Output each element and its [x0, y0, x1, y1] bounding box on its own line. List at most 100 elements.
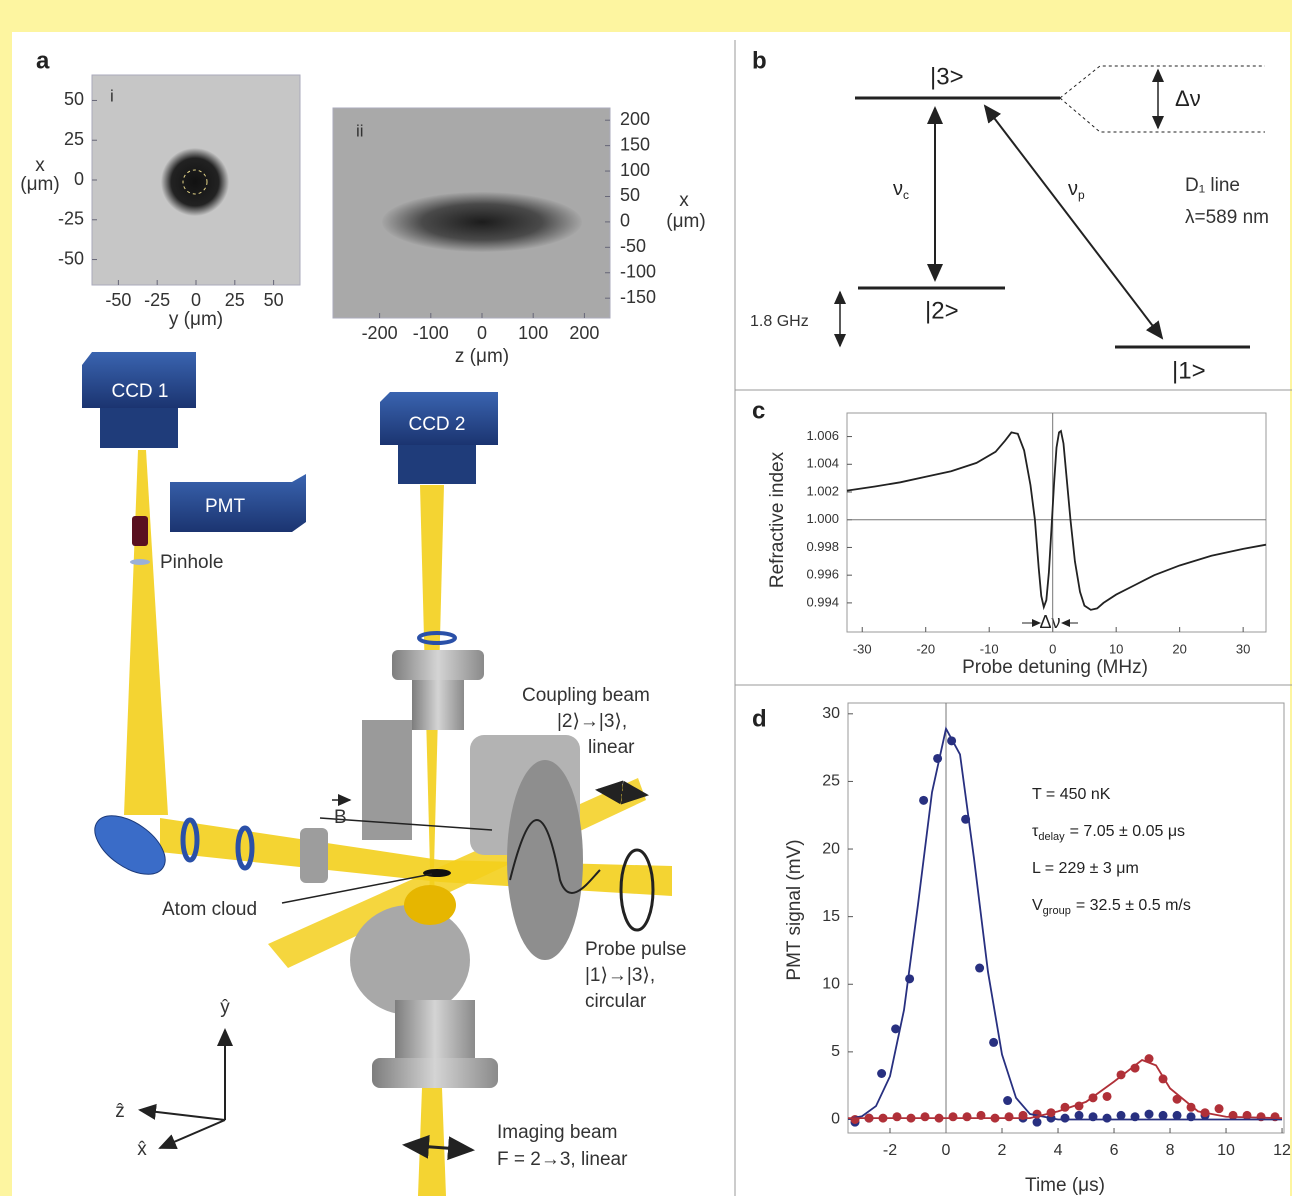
x-tick-label: -30 [853, 641, 872, 656]
x-tick-label: -10 [980, 641, 999, 656]
data-point [1061, 1114, 1070, 1123]
data-point [877, 1069, 886, 1078]
chamber-ring [507, 760, 583, 960]
level-label: |2> [925, 297, 959, 324]
data-point [893, 1112, 902, 1121]
y-tick-label: 5 [831, 1043, 840, 1060]
y-tick-label: -100 [620, 261, 656, 281]
y-tick-label: -25 [58, 209, 84, 229]
annotation: L = 229 ± 3 μm [1032, 860, 1139, 877]
y-tick-label: 200 [620, 109, 650, 129]
x-tick-label: 25 [225, 290, 245, 310]
x-tick-label: -2 [883, 1142, 897, 1159]
x-tick-label: 0 [942, 1142, 951, 1159]
x-tick-label: 200 [569, 323, 599, 343]
y-tick-label: 1.000 [806, 511, 839, 526]
data-point [1243, 1111, 1252, 1120]
ccd-body [100, 408, 178, 448]
y-tick-label: 25 [822, 773, 840, 790]
ccd-label: CCD 2 [408, 414, 465, 435]
field-label: B [334, 807, 347, 828]
data-point [1173, 1111, 1182, 1120]
axis-name: ŷ [220, 997, 230, 1018]
y-tick-label: 150 [620, 134, 650, 154]
y-tick-label: -150 [620, 287, 656, 307]
annotation: Δν [1039, 612, 1060, 632]
beam-label: linear [588, 737, 635, 758]
y-tick-label: 50 [64, 89, 84, 109]
subscript: p [1078, 188, 1085, 202]
imaging-label: F = 2→3, linear [497, 1149, 628, 1170]
y-tick-label: 100 [620, 160, 650, 180]
y-tick-label: 1.006 [806, 428, 839, 443]
pinhole [130, 559, 150, 565]
data-point [989, 1038, 998, 1047]
x-tick-label: 4 [1054, 1142, 1063, 1159]
probe-label: circular [585, 991, 647, 1012]
annotation: T = 450 nK [1032, 786, 1111, 803]
y-tick-label: 1.004 [806, 456, 839, 471]
beam-label: Coupling beam [522, 685, 650, 706]
flange [392, 650, 484, 680]
y-tick-label: 0 [831, 1111, 840, 1128]
x-tick-label: 0 [1049, 641, 1056, 656]
symbol: ν [1068, 178, 1078, 200]
panel-label: d [752, 705, 767, 732]
subscript: delay [1038, 831, 1065, 843]
atom-cloud-label: Atom cloud [162, 899, 257, 920]
atom-cloud-image [382, 192, 582, 252]
annotation-text: L = 229 ± 3 μm [1032, 860, 1139, 877]
y-axis-label: Refractive index [767, 451, 788, 588]
data-point [1145, 1110, 1154, 1119]
data-point [1033, 1118, 1042, 1127]
data-point [1103, 1114, 1112, 1123]
y-tick-label: 50 [620, 185, 640, 205]
axis-label: (μm) [20, 174, 59, 195]
x-tick-label: 12 [1273, 1142, 1291, 1159]
data-point [1003, 1096, 1012, 1105]
x-tick-label: -100 [413, 323, 449, 343]
image-label: ii [356, 121, 364, 140]
data-point [1117, 1111, 1126, 1120]
symbol: V [1032, 897, 1043, 914]
x-tick-label: 0 [191, 290, 201, 310]
x-tick-label: 6 [1110, 1142, 1119, 1159]
x-tick-label: -50 [105, 290, 131, 310]
axis-label: x [35, 155, 45, 176]
line-name: D₁ line [1185, 175, 1240, 196]
symbol: ν [893, 178, 903, 200]
y-tick-label: 0.998 [806, 539, 839, 554]
filter [132, 516, 148, 546]
level-label: |3> [930, 63, 964, 90]
data-point [1229, 1111, 1238, 1120]
window [300, 828, 328, 883]
x-axis-label: Time (μs) [1025, 1175, 1105, 1196]
y-tick-label: 0 [74, 169, 84, 189]
probe-label: Probe pulse [585, 939, 686, 960]
axis-label: z (μm) [455, 346, 509, 367]
pmt-label: PMT [205, 496, 246, 517]
data-point [1103, 1092, 1112, 1101]
annotation-text: = 7.05 ± 0.05 μs [1070, 823, 1185, 840]
image-label: i [110, 86, 114, 105]
data-point [921, 1112, 930, 1121]
coil-window [404, 885, 456, 925]
x-tick-label: -25 [144, 290, 170, 310]
data-point [963, 1112, 972, 1121]
axis-label: x [679, 190, 689, 211]
x-tick-label: 30 [1236, 641, 1250, 656]
x-tick-label: -200 [362, 323, 398, 343]
chamber [350, 905, 470, 1015]
annotation-text: T = 450 nK [1032, 786, 1111, 803]
y-tick-label: 10 [822, 975, 840, 992]
ccd-label: CCD 1 [111, 381, 168, 402]
x-axis-label: Probe detuning (MHz) [962, 657, 1148, 678]
subscript: group [1043, 905, 1071, 917]
y-tick-label: 1.002 [806, 483, 839, 498]
x-tick-label: 2 [998, 1142, 1007, 1159]
axis-label: y (μm) [169, 309, 223, 330]
x-tick-label: 20 [1172, 641, 1186, 656]
imaging-label: Imaging beam [497, 1122, 617, 1143]
level-label: |1> [1172, 357, 1206, 384]
tube [412, 680, 464, 730]
